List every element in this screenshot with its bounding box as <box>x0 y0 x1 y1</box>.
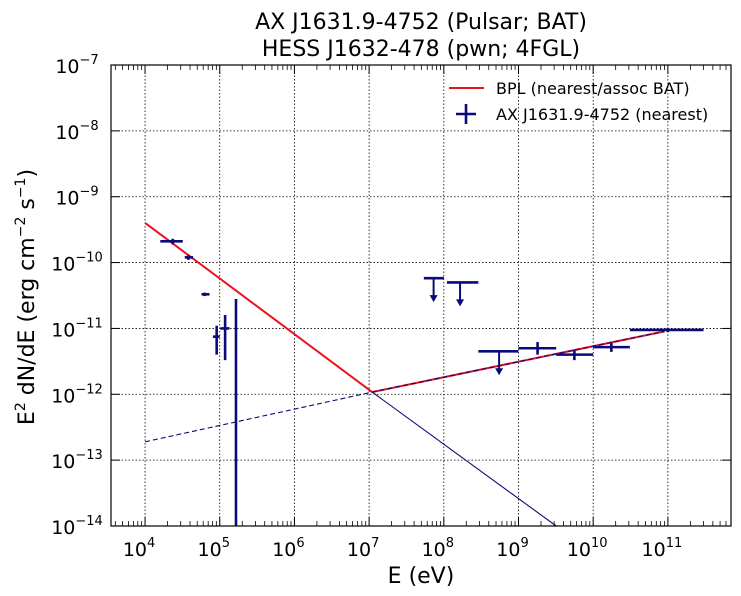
y-tick-exp: −14 <box>75 514 102 529</box>
y-axis-label-sup: 2 <box>13 402 29 411</box>
y-tick-base: 10 <box>51 319 75 341</box>
x-tick-label: 109 <box>496 536 528 561</box>
x-tick-base: 10 <box>422 539 446 561</box>
y-tick-base: 10 <box>51 385 75 407</box>
model-line-dashed <box>144 330 665 443</box>
y-tick-label: 10−11 <box>51 316 103 341</box>
x-tick-base: 10 <box>642 539 666 561</box>
x-tick-exp: 5 <box>222 536 230 551</box>
y-tick-base: 10 <box>51 451 75 473</box>
x-tick-label: 108 <box>422 536 454 561</box>
tick-labels: 104 105 106 107 108 109 1010 101110−1410−1310−1… <box>51 53 682 561</box>
y-tick-label: 10−8 <box>55 119 98 144</box>
series-group <box>144 222 704 526</box>
y-axis-label-part: dN/dE (erg cm <box>15 237 40 402</box>
y-tick-exp: −8 <box>80 119 99 134</box>
x-tick-exp: 8 <box>446 536 454 551</box>
y-tick-base: 10 <box>55 122 79 144</box>
y-axis-label: E2 dN/dE (erg cm−2 s−1) <box>13 169 40 425</box>
x-tick-label: 105 <box>198 536 230 561</box>
y-tick-label: 10−7 <box>55 53 98 78</box>
y-tick-label: 10−13 <box>51 448 103 473</box>
y-axis-label-part: ) <box>15 169 40 178</box>
y-axis-label-part: s <box>15 198 40 216</box>
y-tick-exp: −13 <box>75 448 102 463</box>
x-axis-label: E (eV) <box>388 564 455 589</box>
x-tick-label: 1011 <box>642 536 683 561</box>
x-tick-exp: 7 <box>371 536 379 551</box>
legend-label-data: AX J1631.9-4752 (nearest) <box>496 105 708 124</box>
y-axis-label-part: E <box>15 411 40 425</box>
x-tick-base: 10 <box>198 539 222 561</box>
x-tick-base: 10 <box>272 539 296 561</box>
upper-limit-arrowhead <box>429 295 438 303</box>
model-line-thin <box>371 391 557 526</box>
x-tick-exp: 6 <box>296 536 304 551</box>
y-tick-label: 10−9 <box>55 185 98 210</box>
y-tick-base: 10 <box>55 188 79 210</box>
x-tick-exp: 9 <box>520 536 528 551</box>
y-tick-label: 10−12 <box>51 382 103 407</box>
legend: BPL (nearest/assoc BAT) AX J1631.9-4752 … <box>449 79 708 124</box>
x-tick-exp: 11 <box>666 536 683 551</box>
chart-title-line-2: HESS J1632-478 (pwn; 4FGL) <box>262 37 580 62</box>
x-tick-base: 10 <box>496 539 520 561</box>
y-axis-label-sup: −2 <box>13 217 29 238</box>
x-tick-base: 10 <box>347 539 371 561</box>
y-tick-base: 10 <box>51 517 75 539</box>
x-tick-label: 107 <box>347 536 379 561</box>
x-tick-label: 104 <box>123 536 155 561</box>
bpl-model-line <box>144 222 665 394</box>
legend-label-bpl: BPL (nearest/assoc BAT) <box>496 79 690 98</box>
y-tick-exp: −7 <box>80 53 99 68</box>
y-tick-exp: −12 <box>75 382 102 397</box>
upper-limit-arrowhead <box>495 368 504 376</box>
x-tick-exp: 10 <box>591 536 608 551</box>
y-tick-exp: −9 <box>80 185 99 200</box>
y-tick-exp: −11 <box>75 316 102 331</box>
chart-title-line-1: AX J1631.9-4752 (Pulsar; BAT) <box>255 10 587 35</box>
x-tick-exp: 4 <box>147 536 155 551</box>
plot-frame <box>110 64 732 527</box>
x-tick-base: 10 <box>123 539 147 561</box>
y-tick-exp: −10 <box>75 251 102 266</box>
x-tick-label: 1010 <box>567 536 608 561</box>
y-tick-label: 10−10 <box>51 251 103 276</box>
upper-limit-arrowhead <box>456 299 465 307</box>
x-tick-base: 10 <box>567 539 591 561</box>
y-tick-label: 10−14 <box>51 514 103 539</box>
y-axis-label-sup: −1 <box>13 178 29 199</box>
x-tick-label: 106 <box>272 536 304 561</box>
y-tick-base: 10 <box>55 56 79 78</box>
y-tick-base: 10 <box>51 254 75 276</box>
plot-area <box>144 222 704 526</box>
